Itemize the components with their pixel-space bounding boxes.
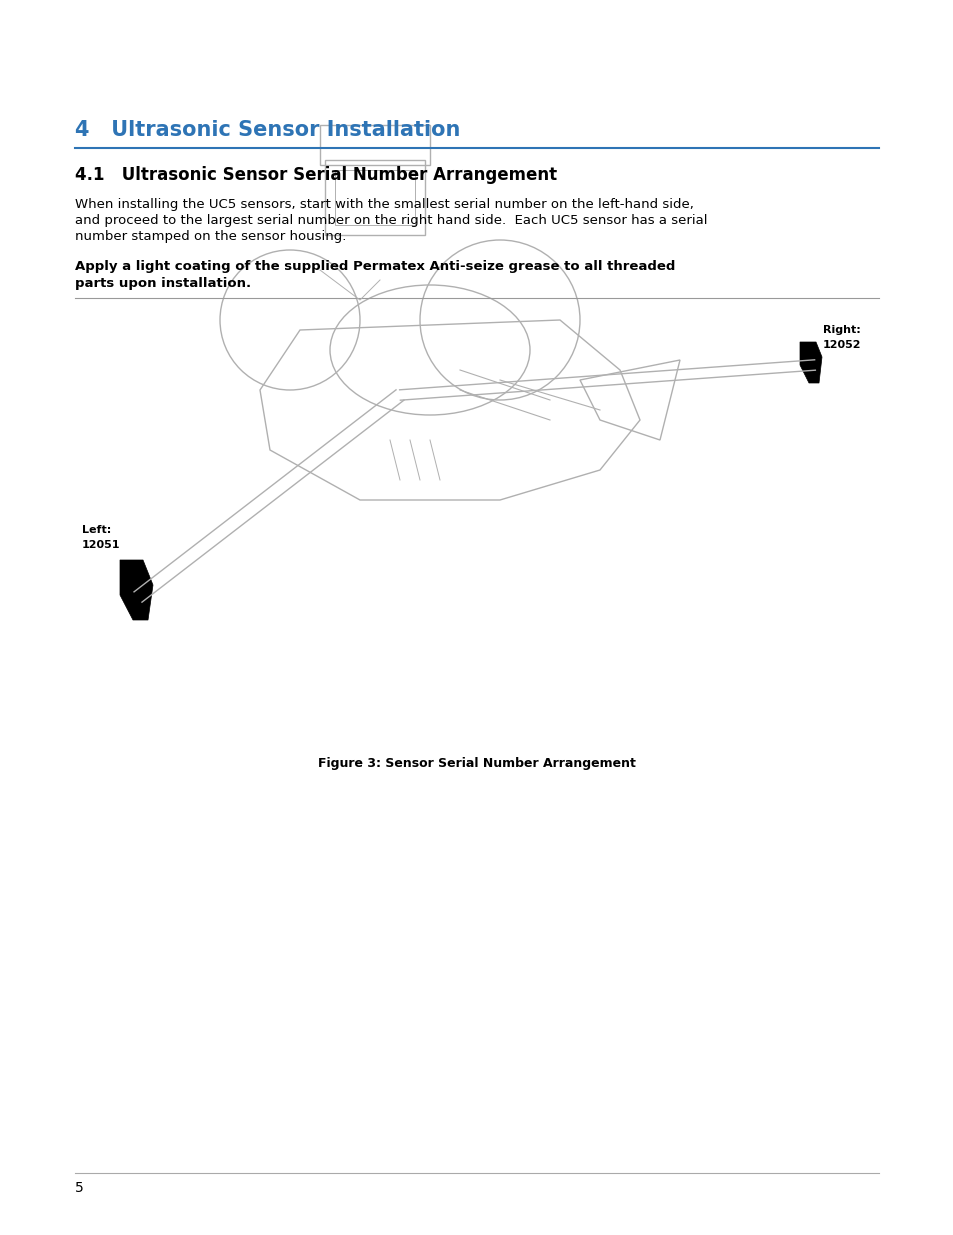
Text: 5: 5	[75, 1181, 84, 1195]
Text: and proceed to the largest serial number on the right hand side.  Each UC5 senso: and proceed to the largest serial number…	[75, 214, 707, 227]
Text: parts upon installation.: parts upon installation.	[75, 277, 251, 290]
Polygon shape	[800, 342, 821, 383]
Polygon shape	[120, 559, 152, 620]
Text: 12051: 12051	[82, 540, 120, 550]
Text: Figure 3: Sensor Serial Number Arrangement: Figure 3: Sensor Serial Number Arrangeme…	[317, 757, 636, 769]
Text: 12052: 12052	[822, 340, 861, 350]
Text: Apply a light coating of the supplied Permatex Anti-seize grease to all threaded: Apply a light coating of the supplied Pe…	[75, 261, 675, 273]
Text: Left:: Left:	[82, 525, 112, 535]
Text: 4   Ultrasonic Sensor Installation: 4 Ultrasonic Sensor Installation	[75, 120, 460, 140]
Text: number stamped on the sensor housing.: number stamped on the sensor housing.	[75, 230, 346, 243]
Text: Right:: Right:	[822, 325, 860, 335]
Text: When installing the UC5 sensors, start with the smallest serial number on the le: When installing the UC5 sensors, start w…	[75, 198, 693, 211]
Text: 4.1   Ultrasonic Sensor Serial Number Arrangement: 4.1 Ultrasonic Sensor Serial Number Arra…	[75, 165, 557, 184]
